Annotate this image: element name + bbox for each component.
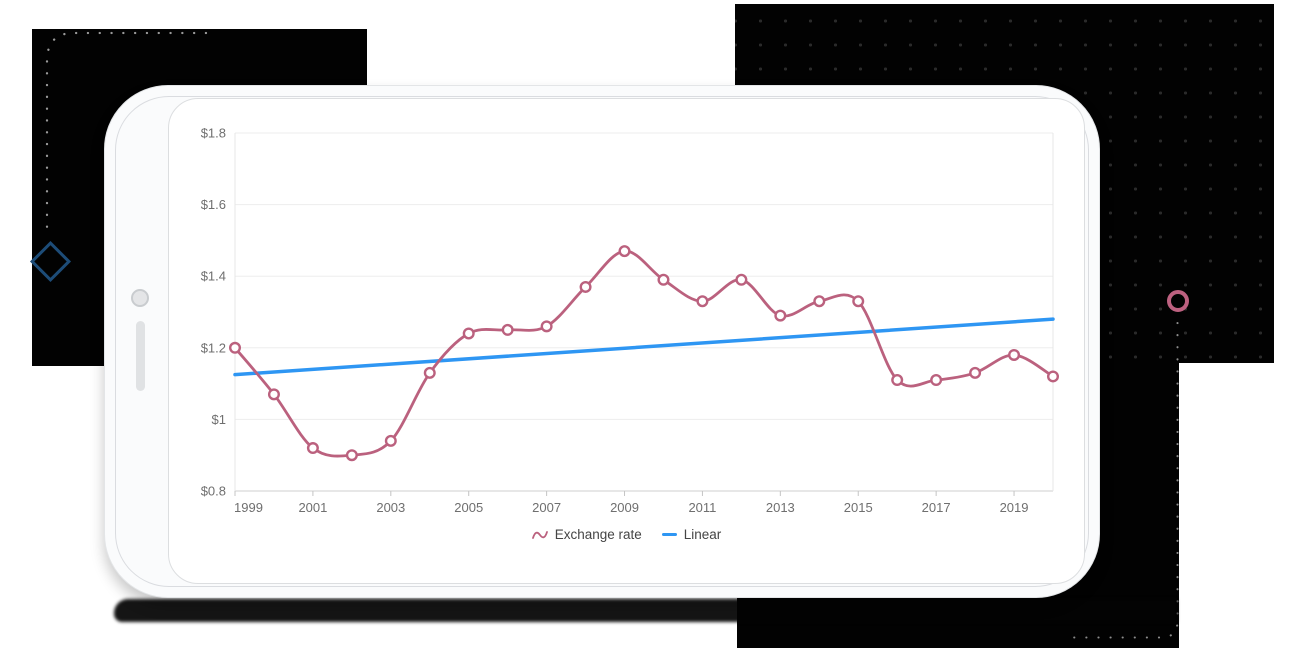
circle-outline-icon <box>1167 290 1189 312</box>
data-point-marker[interactable] <box>930 374 943 387</box>
trend-line <box>233 317 1055 377</box>
data-point-marker[interactable] <box>501 323 514 336</box>
y-tick-label: $1.2 <box>201 340 226 355</box>
data-point-marker[interactable] <box>345 449 358 462</box>
exchange-rate-line <box>233 249 1054 458</box>
legend-item-linear[interactable]: Linear <box>661 527 722 542</box>
x-tick-label: 2009 <box>610 500 639 515</box>
phone-shadow <box>114 599 1177 622</box>
x-tick-label: 2015 <box>844 500 873 515</box>
x-tick-label: 1999 <box>234 500 263 515</box>
exchange-rate-chart[interactable]: $0.8 $1 $1.2 $1.4 $1.6 $1.8 1999 2001 2003 2005 20… <box>169 99 1084 583</box>
data-point-marker[interactable] <box>267 388 280 401</box>
x-tick-label: 2003 <box>376 500 405 515</box>
y-tick-label: $1.6 <box>201 197 226 212</box>
camera-dot-icon <box>131 289 149 307</box>
data-point-marker[interactable] <box>423 366 436 379</box>
data-point-marker[interactable] <box>579 280 592 293</box>
chart-legend: Exchange rate Linear <box>169 527 1084 542</box>
line-marker-icon <box>661 533 677 536</box>
speaker-bar-icon <box>136 321 145 391</box>
x-tick-label: 2017 <box>922 500 951 515</box>
x-tick-label: 2005 <box>454 500 483 515</box>
data-point-marker[interactable] <box>891 374 904 387</box>
phone-mockup: $0.8 $1 $1.2 $1.4 $1.6 $1.8 1999 2001 2003 2005 20… <box>104 85 1100 598</box>
data-point-marker[interactable] <box>1047 370 1060 383</box>
x-tick-label: 2013 <box>766 500 795 515</box>
legend-label-exchange-rate: Exchange rate <box>554 527 642 542</box>
y-tick-label: $1.8 <box>201 126 226 141</box>
data-point-marker[interactable] <box>229 341 242 354</box>
x-tick-label: 2011 <box>688 500 716 515</box>
data-point-marker[interactable] <box>306 442 319 455</box>
data-point-marker[interactable] <box>384 434 397 447</box>
y-tick-label: $1 <box>212 412 226 427</box>
legend-item-exchange-rate[interactable]: Exchange rate <box>531 527 642 542</box>
data-point-marker[interactable] <box>735 273 748 286</box>
data-point-marker[interactable] <box>969 366 982 379</box>
y-tick-label: $0.8 <box>201 484 226 499</box>
y-tick-label: $1.4 <box>201 269 226 284</box>
x-tick-label: 2007 <box>532 500 561 515</box>
x-tick-label: 2001 <box>298 500 327 515</box>
phone-screen: $0.8 $1 $1.2 $1.4 $1.6 $1.8 1999 2001 2003 2005 20… <box>168 98 1085 584</box>
data-point-marker[interactable] <box>1008 348 1021 361</box>
data-point-marker[interactable] <box>540 320 553 333</box>
data-point-marker[interactable] <box>618 245 631 258</box>
data-point-marker[interactable] <box>813 295 826 308</box>
x-tick-label: 2019 <box>1000 500 1029 515</box>
spline-marker-icon <box>531 530 548 539</box>
data-point-marker[interactable] <box>852 295 865 308</box>
legend-label-linear: Linear <box>683 527 722 542</box>
data-point-marker[interactable] <box>696 295 709 308</box>
data-point-marker[interactable] <box>774 309 787 322</box>
data-point-marker[interactable] <box>462 327 475 340</box>
data-point-marker[interactable] <box>657 273 670 286</box>
